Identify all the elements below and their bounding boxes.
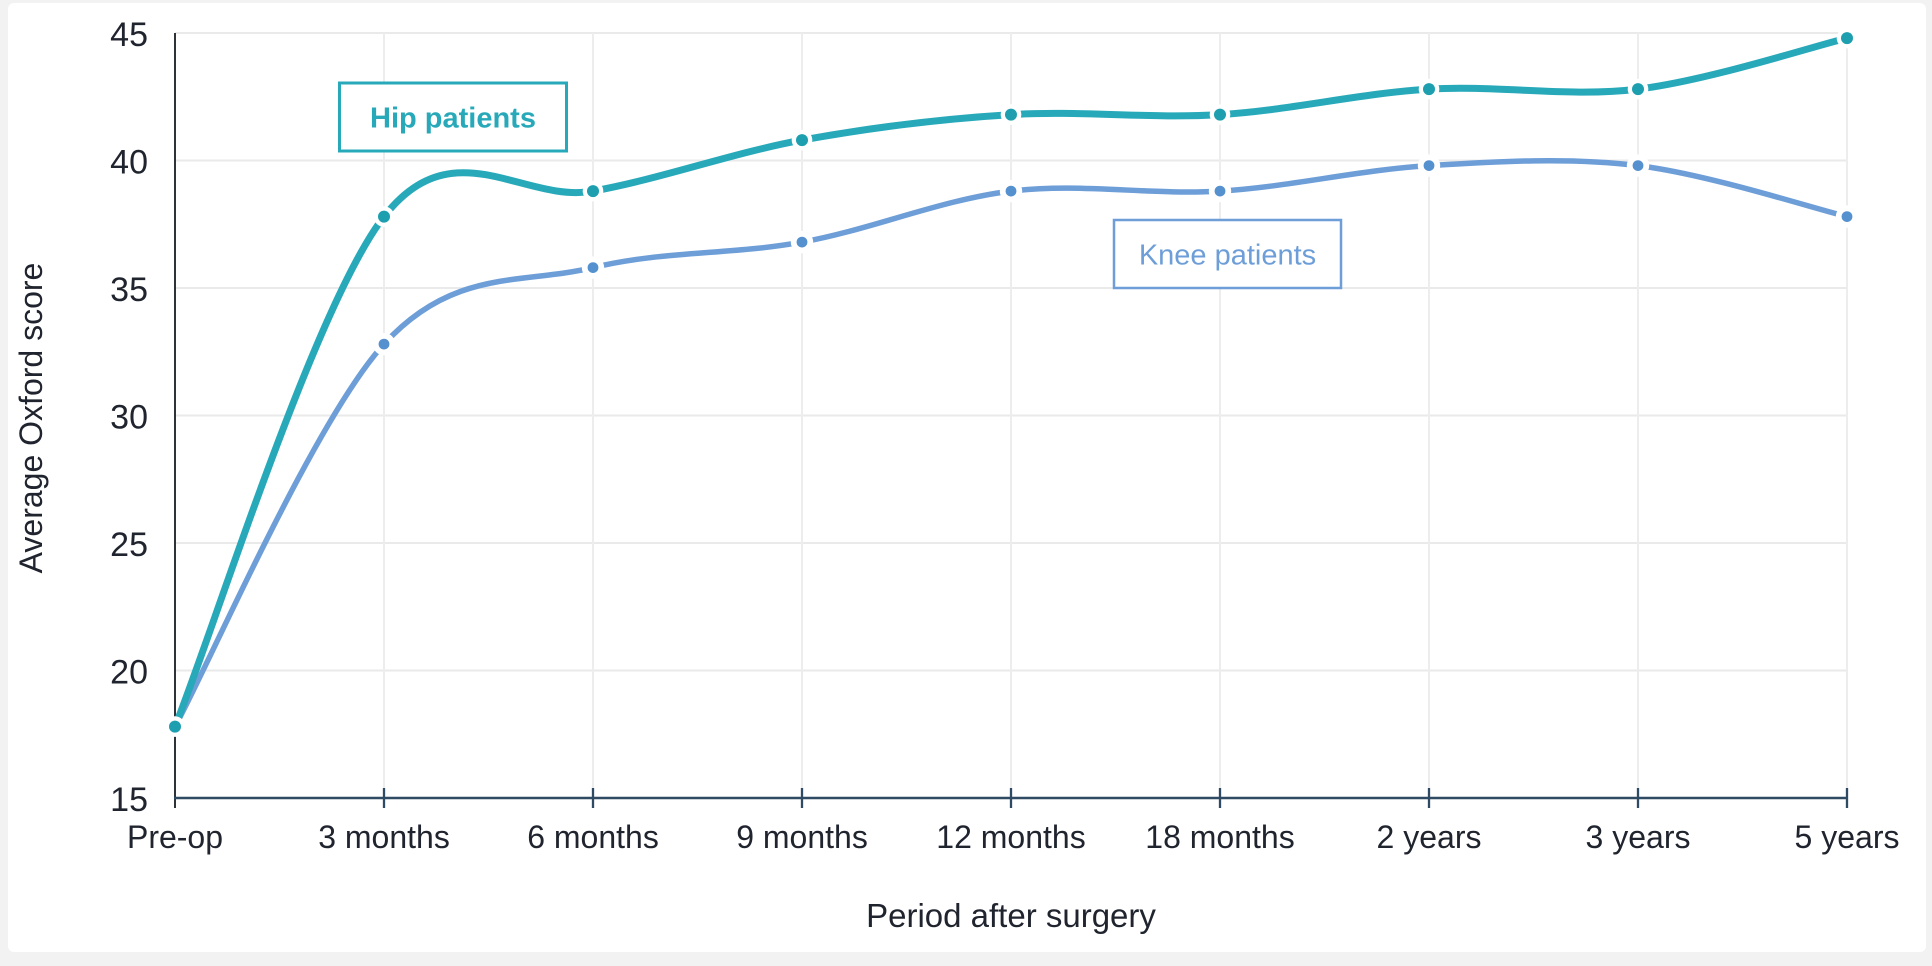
svg-text:Knee patients: Knee patients [1139,240,1316,272]
svg-text:35: 35 [110,271,148,309]
svg-text:Hip patients: Hip patients [370,103,536,135]
svg-text:3 years: 3 years [1586,819,1691,855]
svg-text:25: 25 [110,526,148,564]
svg-text:Pre-op: Pre-op [127,819,223,855]
svg-text:30: 30 [110,399,148,437]
svg-text:15: 15 [110,781,148,819]
svg-text:45: 45 [110,16,148,54]
svg-text:Average Oxford score: Average Oxford score [13,263,49,574]
svg-text:6 months: 6 months [527,819,659,855]
svg-text:20: 20 [110,654,148,692]
svg-text:18 months: 18 months [1145,819,1294,855]
svg-text:2 years: 2 years [1377,819,1482,855]
svg-text:5 years: 5 years [1795,819,1900,855]
svg-text:3 months: 3 months [318,819,450,855]
svg-text:9 months: 9 months [736,819,868,855]
svg-text:Period after surgery: Period after surgery [866,897,1156,934]
svg-text:12 months: 12 months [936,819,1085,855]
svg-text:40: 40 [110,144,148,182]
